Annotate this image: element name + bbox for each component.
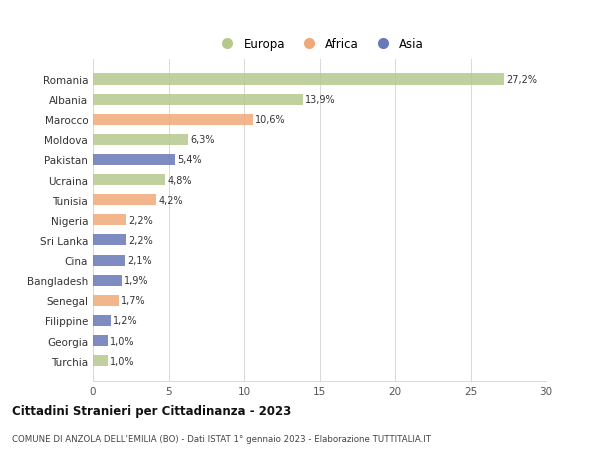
Text: 5,4%: 5,4% xyxy=(177,155,202,165)
Bar xyxy=(93,235,126,246)
Text: 27,2%: 27,2% xyxy=(506,75,537,85)
Text: 4,2%: 4,2% xyxy=(158,195,184,205)
Bar xyxy=(93,255,125,266)
Legend: Europa, Africa, Asia: Europa, Africa, Asia xyxy=(211,34,428,56)
Bar xyxy=(93,174,166,186)
Text: 6,3%: 6,3% xyxy=(190,135,215,145)
Text: 4,8%: 4,8% xyxy=(168,175,192,185)
Text: 1,0%: 1,0% xyxy=(110,356,135,366)
Bar xyxy=(93,315,111,326)
Bar xyxy=(93,335,108,346)
Text: 1,9%: 1,9% xyxy=(124,275,148,285)
Text: COMUNE DI ANZOLA DELL'EMILIA (BO) - Dati ISTAT 1° gennaio 2023 - Elaborazione TU: COMUNE DI ANZOLA DELL'EMILIA (BO) - Dati… xyxy=(12,434,431,443)
Text: 10,6%: 10,6% xyxy=(256,115,286,125)
Text: 2,2%: 2,2% xyxy=(128,235,153,246)
Text: 1,0%: 1,0% xyxy=(110,336,135,346)
Bar xyxy=(93,114,253,125)
Text: 13,9%: 13,9% xyxy=(305,95,336,105)
Bar xyxy=(93,134,188,146)
Bar xyxy=(93,275,122,286)
Text: 1,7%: 1,7% xyxy=(121,296,146,306)
Text: Cittadini Stranieri per Cittadinanza - 2023: Cittadini Stranieri per Cittadinanza - 2… xyxy=(12,404,291,417)
Bar xyxy=(93,195,157,206)
Bar xyxy=(93,74,504,85)
Bar xyxy=(93,295,119,306)
Text: 2,1%: 2,1% xyxy=(127,256,152,265)
Bar xyxy=(93,95,303,106)
Bar xyxy=(93,155,175,166)
Text: 2,2%: 2,2% xyxy=(128,215,153,225)
Text: 1,2%: 1,2% xyxy=(113,316,138,326)
Bar xyxy=(93,215,126,226)
Bar xyxy=(93,355,108,366)
